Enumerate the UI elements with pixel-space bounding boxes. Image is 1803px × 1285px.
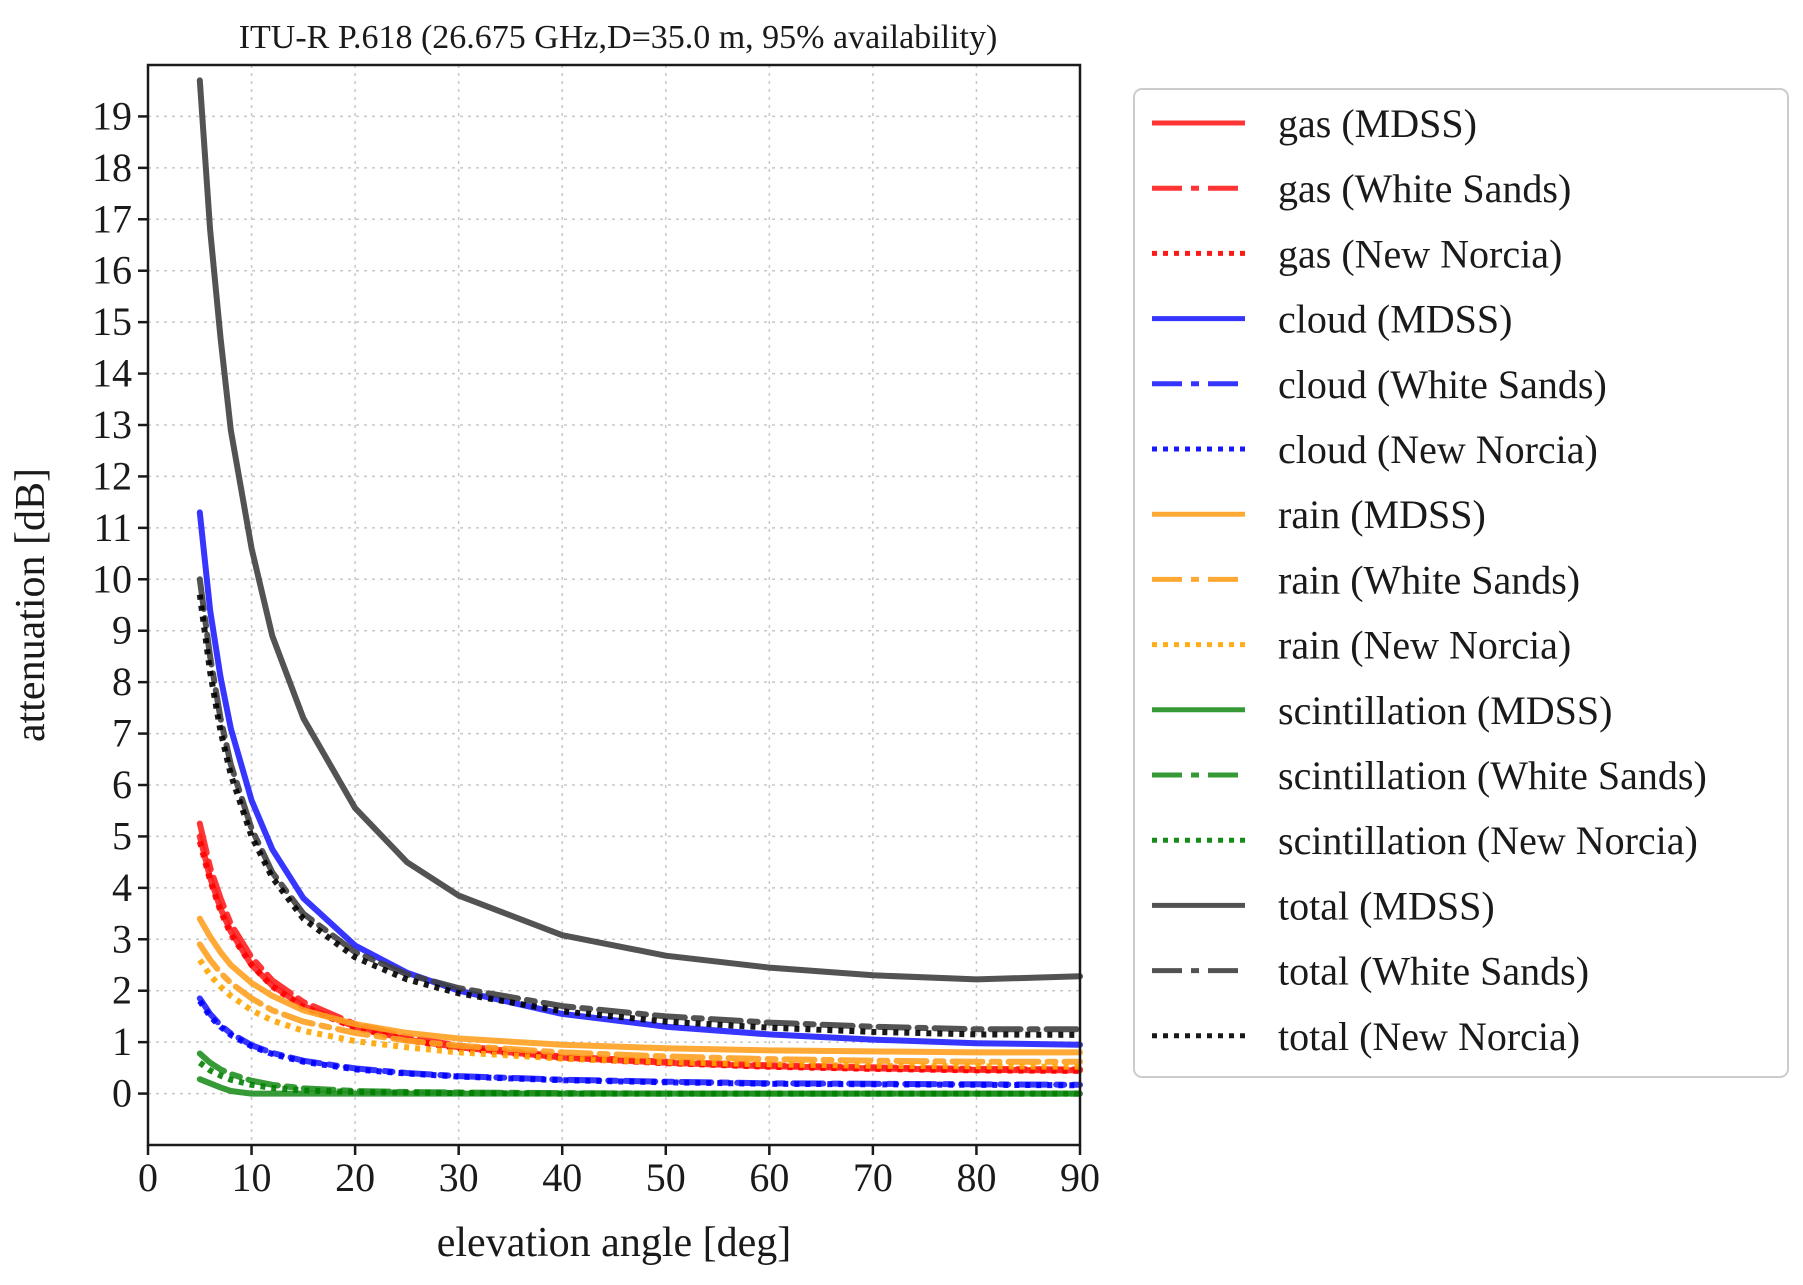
x-tick-label: 30 [439, 1155, 479, 1200]
legend-label: gas (New Norcia) [1278, 231, 1562, 276]
series-lines [196, 77, 1083, 1097]
x-tick-label: 60 [749, 1155, 789, 1200]
series-line [196, 941, 1083, 1065]
series-line [196, 820, 1083, 1073]
series-line [197, 999, 1081, 1089]
legend-label: cloud (White Sands) [1278, 362, 1607, 407]
legend-frame [1133, 88, 1789, 1078]
series-line [196, 915, 1083, 1056]
x-axis: 0 10 20 30 40 50 60 70 80 90 [138, 1145, 1100, 1200]
x-tick-label: 50 [646, 1155, 686, 1200]
y-tick-label: 16 [92, 248, 132, 293]
y-tick-label: 11 [93, 505, 132, 550]
y-tick-label: 19 [92, 93, 132, 138]
y-tick-label: 14 [92, 351, 132, 396]
legend-label: rain (MDSS) [1278, 492, 1486, 537]
legend-label: total (White Sands) [1278, 949, 1589, 994]
legend-label: scintillation (New Norcia) [1278, 818, 1698, 863]
y-tick-label: 13 [92, 402, 132, 447]
y-tick-label: 9 [112, 608, 132, 653]
x-tick-label: 80 [956, 1155, 996, 1200]
y-tick-label: 5 [112, 813, 132, 858]
legend-label: total (MDSS) [1278, 883, 1495, 928]
series-line [196, 594, 1081, 1038]
legend: gas (MDSS) gas (White Sands) gas (New Norc… [1133, 88, 1789, 1078]
y-tick-label: 0 [112, 1071, 132, 1116]
y-tick-label: 4 [112, 865, 132, 910]
legend-label: scintillation (White Sands) [1278, 753, 1707, 798]
y-tick-label: 2 [112, 968, 132, 1013]
y-tick-label: 18 [92, 145, 132, 190]
legend-label: gas (MDSS) [1278, 101, 1477, 146]
series-line [196, 77, 1083, 983]
y-axis-label: attenuation [dB] [8, 468, 54, 742]
legend-label: rain (New Norcia) [1278, 623, 1571, 668]
y-tick-label: 1 [112, 1019, 132, 1064]
x-tick-label: 70 [853, 1155, 893, 1200]
series-line [196, 1050, 1083, 1097]
legend-label: scintillation (MDSS) [1278, 688, 1612, 733]
series-line [196, 576, 1083, 1033]
x-axis-label: elevation angle [deg] [437, 1220, 792, 1266]
x-tick-label: 20 [335, 1155, 375, 1200]
x-tick-label: 10 [232, 1155, 272, 1200]
series-line [196, 840, 1081, 1074]
y-tick-label: 15 [92, 299, 132, 344]
y-tick-label: 6 [112, 762, 132, 807]
series-line [196, 509, 1083, 1048]
chart-title: ITU-R P.618 (26.675 GHz,D=35.0 m, 95% av… [239, 19, 998, 56]
y-tick-label: 12 [92, 453, 132, 498]
y-tick-label: 10 [92, 556, 132, 601]
legend-label: cloud (MDSS) [1278, 297, 1512, 342]
plot-frame [146, 63, 1082, 1147]
legend-label: total (New Norcia) [1278, 1014, 1580, 1059]
legend-label: rain (White Sands) [1278, 557, 1580, 602]
x-tick-label: 90 [1060, 1155, 1100, 1200]
legend-label: cloud (New Norcia) [1278, 427, 1598, 472]
y-tick-label: 7 [112, 711, 132, 756]
legend-label: gas (White Sands) [1278, 166, 1571, 211]
y-tick-label: 8 [112, 659, 132, 704]
x-tick-label: 0 [138, 1155, 158, 1200]
y-tick-label: 17 [92, 196, 132, 241]
grid [147, 65, 1081, 1145]
x-tick-label: 40 [542, 1155, 582, 1200]
y-tick-label: 3 [112, 916, 132, 961]
